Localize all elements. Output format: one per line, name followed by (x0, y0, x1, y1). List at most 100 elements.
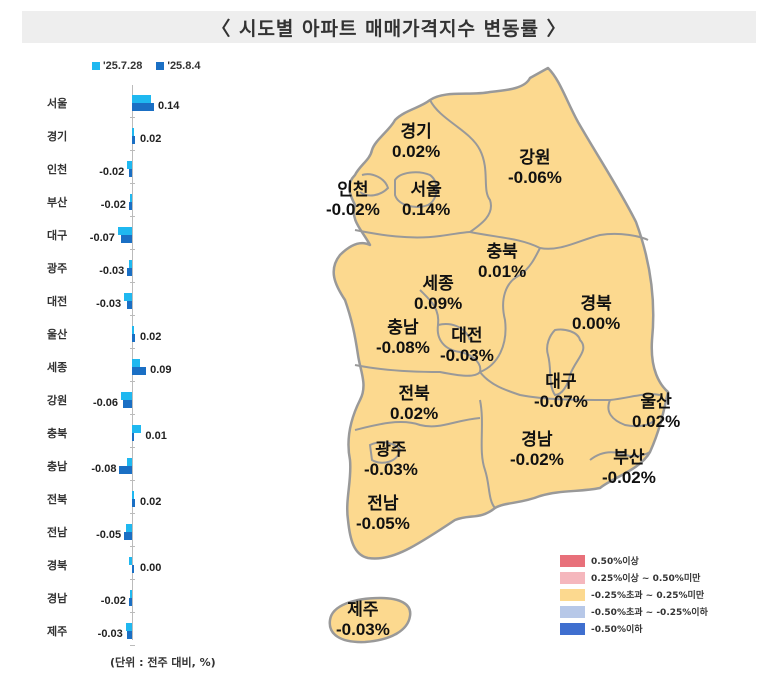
bar-week2 (127, 301, 132, 309)
bar-row: 경남 -0.02 (0, 580, 300, 613)
axis-tick (130, 117, 135, 118)
bar-week1 (130, 590, 132, 598)
region-label: 서울 (47, 97, 68, 110)
bar-week1 (127, 458, 132, 466)
color-scale-item: -0.50%이하 (560, 620, 708, 637)
map-region-value: 0.00% (572, 314, 621, 334)
bar-row: 부산 -0.02 (0, 184, 300, 217)
axis-tick (130, 612, 135, 613)
value-label: 0.02 (140, 496, 162, 508)
bar-week2 (132, 103, 154, 111)
legend-label-week2: '25.8.4 (167, 60, 201, 72)
map-region-label: 인천 -0.02% (326, 180, 380, 221)
region-label: 전남 (47, 526, 68, 539)
map-region-value: 0.14% (402, 200, 451, 220)
axis-tick (130, 150, 135, 151)
bar-week2 (132, 499, 136, 507)
map-region-name: 광주 (375, 440, 407, 459)
map-region-label: 전북 0.02% (390, 384, 438, 425)
bar-week2 (124, 532, 132, 540)
map-region-name: 제주 (347, 600, 379, 619)
bar-row: 경북 0.00 (0, 547, 300, 580)
color-scale-label: -0.25%초과 ~ 0.25%미만 (591, 591, 705, 601)
map-region-label: 강원 -0.06% (508, 148, 562, 189)
map-region-name: 울산 (640, 392, 672, 411)
bar-week2 (119, 466, 132, 474)
bar-week1 (124, 293, 132, 301)
map-region-name: 전남 (367, 494, 399, 513)
map-region-name: 강원 (519, 148, 551, 167)
bar-week1 (130, 194, 132, 202)
legend-swatch-week1 (92, 62, 100, 70)
unit-label: (단위 : 전주 대비, %) (110, 656, 216, 669)
axis-tick (130, 480, 135, 481)
map-region-value: 0.02% (632, 412, 681, 432)
axis-tick (130, 381, 135, 382)
bar-week1 (132, 491, 134, 499)
bar-week1 (132, 326, 134, 334)
map-region-label: 세종 0.09% (414, 274, 462, 315)
region-label: 세종 (47, 361, 68, 374)
map-region-value: -0.03% (364, 460, 418, 480)
bar-row: 서울 0.14 (0, 85, 300, 118)
map-region-label: 경북 0.00% (572, 294, 620, 335)
region-label: 제주 (47, 625, 68, 638)
value-label: 0.14 (157, 100, 180, 112)
color-scale-label: -0.50%초과 ~ -0.25%이하 (591, 608, 708, 618)
value-label: -0.06 (92, 397, 119, 409)
value-label: -0.02 (100, 595, 126, 607)
map-region-value: -0.07% (534, 392, 588, 412)
map-region-label: 경기 0.02% (392, 122, 440, 163)
map-region-value: -0.02% (510, 450, 564, 470)
map-region-value: 0.09% (414, 294, 463, 314)
color-scale-item: -0.25%초과 ~ 0.25%미만 (560, 586, 708, 603)
map-region-name: 부산 (613, 448, 645, 467)
map-region-value: -0.02% (326, 200, 380, 220)
series-legend: '25.7.28 '25.8.4 (92, 60, 201, 72)
bar-week2 (132, 565, 134, 573)
map-region-label: 전남 -0.05% (356, 494, 410, 535)
axis-tick (130, 546, 135, 547)
bar-week2 (132, 334, 136, 342)
map-region-label: 제주 -0.03% (336, 600, 390, 641)
legend-item-week1: '25.7.28 (92, 60, 142, 72)
map-region-label: 충남 -0.08% (376, 318, 430, 359)
bar-row: 전남 -0.05 (0, 514, 300, 547)
region-label: 울산 (47, 328, 68, 341)
color-scale-label: 0.50%이상 (591, 557, 639, 567)
region-label: 대전 (47, 295, 68, 308)
bar-row: 제주 -0.03 (0, 613, 300, 646)
axis-tick (130, 414, 135, 415)
region-label: 경기 (47, 130, 68, 143)
map-region-label: 경남 -0.02% (510, 430, 564, 471)
map-region-value: -0.05% (356, 514, 410, 534)
bar-week1 (128, 260, 132, 268)
korea-map-svg (328, 66, 670, 644)
bar-week1 (128, 557, 132, 565)
bar-row: 전북 0.02 (0, 481, 300, 514)
value-label: -0.02 (99, 166, 125, 178)
color-scale-label: 0.25%이상 ~ 0.50%미만 (591, 574, 701, 584)
map-region-label: 울산 0.02% (632, 392, 680, 433)
map-region-value: 0.02% (392, 142, 441, 162)
value-label: 0.02 (140, 133, 162, 145)
bar-row: 충남 -0.08 (0, 448, 300, 481)
region-label: 충남 (47, 460, 68, 473)
bar-row: 인천 -0.02 (0, 151, 300, 184)
value-label: -0.03 (97, 628, 123, 640)
map-region-value: 0.02% (390, 404, 439, 424)
map-region-name: 서울 (410, 180, 442, 199)
map-region-label: 광주 -0.03% (364, 440, 418, 481)
map-region-name: 인천 (337, 180, 369, 199)
bar-week2 (122, 400, 132, 408)
bar-week2 (132, 433, 134, 441)
map-region-label: 충북 0.01% (478, 242, 526, 283)
map-region-name: 대전 (451, 326, 483, 345)
color-scale-label: -0.50%이하 (591, 625, 643, 635)
map-region-value: -0.03% (336, 620, 390, 640)
value-label: -0.03 (99, 265, 125, 277)
bar-week1 (132, 359, 140, 367)
color-swatch (560, 605, 585, 618)
axis-tick (130, 579, 135, 580)
axis-tick (130, 447, 135, 448)
